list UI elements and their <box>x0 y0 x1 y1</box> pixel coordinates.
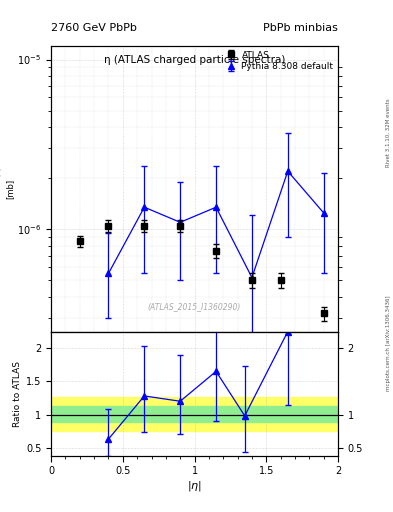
Text: η (ATLAS charged particle spectra): η (ATLAS charged particle spectra) <box>104 55 285 65</box>
Bar <box>51 397 338 431</box>
Bar <box>51 406 338 422</box>
Text: Rivet 3.1.10, 32M events: Rivet 3.1.10, 32M events <box>386 99 391 167</box>
Y-axis label: Ratio to ATLAS: Ratio to ATLAS <box>13 360 22 426</box>
Y-axis label: $\frac{1}{N_{eff}\langle T_{AA,m}\rangle}\frac{dN}{d|\eta|}$
[mb]: $\frac{1}{N_{eff}\langle T_{AA,m}\rangle… <box>0 166 15 211</box>
Legend: ATLAS, Pythia 8.308 default: ATLAS, Pythia 8.308 default <box>222 49 335 73</box>
Text: PbPb minbias: PbPb minbias <box>263 23 338 33</box>
X-axis label: $|\eta|$: $|\eta|$ <box>187 479 202 493</box>
Text: (ATLAS_2015_I1360290): (ATLAS_2015_I1360290) <box>148 303 241 312</box>
Text: mcplots.cern.ch [arXiv:1306.3436]: mcplots.cern.ch [arXiv:1306.3436] <box>386 295 391 391</box>
Text: 2760 GeV PbPb: 2760 GeV PbPb <box>51 23 137 33</box>
